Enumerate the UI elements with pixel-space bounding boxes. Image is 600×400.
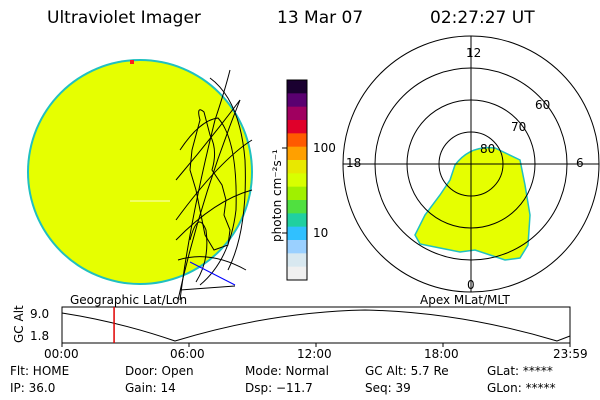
colorbar-segment [287, 160, 307, 174]
colorbar-segment [287, 133, 307, 148]
altitude-curve [61, 309, 571, 342]
mlt-label-18: 18 [346, 156, 362, 170]
colorbar-label-100: 100 [313, 141, 336, 155]
xtick-0600: 06:00 [170, 347, 205, 361]
info-dsp: Dsp: −11.7 [245, 381, 313, 395]
colorbar-segment [287, 173, 307, 188]
artifact-streak [130, 200, 170, 202]
colorbar-segment [287, 253, 307, 268]
info-seq: Seq: 39 [365, 381, 411, 395]
info-glon: GLon: ***** [487, 381, 556, 395]
xtick-1200: 12:00 [297, 347, 332, 361]
colorbar-segment [287, 226, 307, 241]
geographic-panel-label: Geographic Lat/Lon [70, 293, 188, 307]
info-gcalt: GC Alt: 5.7 Re [365, 364, 449, 378]
mlat-label-60: 60 [535, 98, 551, 112]
info-glat: GLat: ***** [487, 364, 553, 378]
apex-panel-label: Apex MLat/MLT [420, 293, 510, 307]
altitude-ytick-top: 9.0 [30, 307, 50, 321]
xtick-1800: 18:00 [424, 347, 459, 361]
colorbar-segment [287, 266, 307, 281]
info-mode: Mode: Normal [245, 364, 329, 378]
time-label: 02:27:27 UT [430, 8, 535, 28]
colorbar-segment [287, 106, 307, 121]
xtick-0000: 00:00 [44, 347, 79, 361]
date-label: 13 Mar 07 [277, 8, 364, 28]
hot-pixel [130, 60, 134, 64]
colorbar-segment [287, 240, 307, 254]
info-flt: Flt: HOME [10, 364, 70, 378]
altitude-ytick-bottom: 1.8 [30, 329, 50, 343]
colorbar-segment [287, 146, 307, 161]
altitude-ylabel: GC Alt [12, 305, 26, 343]
info-ip: IP: 36.0 [10, 381, 56, 395]
xtick-2359: 23:59 [553, 347, 588, 361]
colorbar-label-10: 10 [313, 226, 329, 240]
mlt-label-0: 0 [467, 278, 475, 292]
colorbar-segment [287, 213, 307, 228]
colorbar-segment [287, 93, 307, 108]
coastline [189, 109, 231, 251]
instrument-title: Ultraviolet Imager [47, 8, 201, 28]
mlt-label-6: 6 [576, 156, 584, 170]
colorbar-segment [287, 120, 307, 134]
colorbar-segment [287, 186, 307, 201]
terminator-line [189, 261, 236, 286]
info-gain: Gain: 14 [125, 381, 176, 395]
colorbar-segment [287, 80, 307, 94]
colorbar-segment [287, 200, 307, 214]
earth-disk [29, 61, 251, 283]
info-door: Door: Open [125, 364, 194, 378]
mlat-label-80: 80 [480, 142, 496, 156]
mlat-label-70: 70 [511, 120, 527, 134]
mlt-label-12: 12 [466, 46, 482, 60]
